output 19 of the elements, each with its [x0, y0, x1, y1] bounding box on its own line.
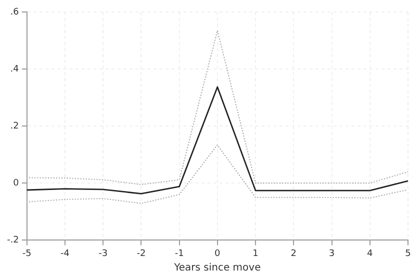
x-tick-label: -5 [22, 248, 32, 259]
x-tick-label: 3 [328, 248, 335, 259]
y-tick-label: .2 [10, 121, 19, 132]
y-tick-label: 0 [13, 178, 20, 188]
x-tick-label: -1 [174, 248, 184, 259]
line-series [26, 144, 408, 204]
line-series [26, 30, 408, 186]
x-tick-label: -4 [60, 248, 70, 259]
y-tick-label: .6 [10, 7, 20, 18]
x-axis-title: Years since move [173, 262, 261, 274]
x-tick-label: -2 [136, 248, 146, 259]
y-tick-label: .4 [10, 64, 20, 74]
x-tick-label: 5 [405, 248, 411, 259]
x-tick-label: 4 [367, 248, 374, 259]
x-tick-label: 0 [214, 248, 221, 259]
x-tick-label: 2 [290, 248, 297, 259]
x-tick-label: 1 [252, 248, 258, 259]
y-tick-label: -.2 [6, 236, 19, 246]
x-tick-label: -3 [98, 248, 108, 259]
